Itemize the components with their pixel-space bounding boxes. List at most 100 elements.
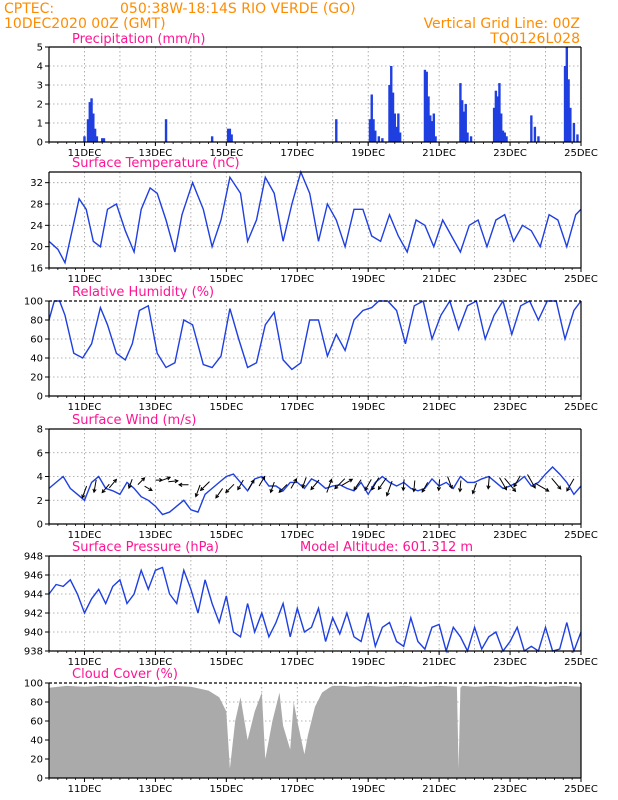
wind-arrow	[364, 479, 372, 492]
precipitation-bar	[533, 126, 537, 142]
x-tick-label: 17DEC	[280, 148, 314, 159]
y-tick-label: 60	[30, 335, 43, 346]
wind-arrow	[215, 488, 224, 499]
precipitation-bar	[368, 119, 372, 142]
precipitation-bar	[370, 94, 373, 142]
y-tick-label: 100	[24, 679, 43, 690]
x-tick-label: 21DEC	[422, 148, 456, 159]
wind-arrow	[247, 479, 255, 490]
wind-arrow	[225, 483, 235, 494]
x-tick-label: 11DEC	[68, 148, 102, 159]
precipitation-bar	[398, 132, 402, 142]
x-tick-label: 25DEC	[564, 274, 598, 285]
x-tick-label: 19DEC	[351, 402, 385, 413]
wind-arrow	[199, 481, 210, 492]
x-tick-label: 13DEC	[139, 784, 173, 795]
wind-panel: Surface Wind (m/s) 0 2 4 6 8 11DEC 13DEC 15DEC 1…	[37, 413, 598, 541]
precipitation-bar	[230, 134, 233, 142]
precipitation-bar	[498, 83, 501, 142]
y-tick-label: 24	[30, 221, 43, 232]
x-tick-label: 21DEC	[422, 784, 456, 795]
temperature-panel: Surface Temperature (nC) 16 20 24 28 32 11DEC…	[30, 156, 598, 285]
wind-arrow	[513, 475, 521, 488]
precipitation-title: Precipitation (mm/h)	[72, 32, 205, 47]
cloud-cover-panel: Cloud Cover (%) 0 20 40 60 80 100 11DEC 13DEC 15…	[24, 667, 598, 795]
precipitation-bar	[430, 121, 434, 142]
precipitation-bar	[500, 113, 503, 142]
wind-arrow	[177, 482, 189, 487]
wind-arrow	[278, 484, 288, 494]
x-tick-label: 19DEC	[351, 657, 385, 668]
precipitation-bar	[102, 138, 106, 142]
precipitation-bar	[569, 107, 572, 142]
y-tick-label: 60	[30, 717, 43, 728]
x-tick-label: 25DEC	[564, 530, 598, 541]
x-tick-label: 13DEC	[139, 148, 173, 159]
x-tick-label: 17DEC	[280, 274, 314, 285]
precipitation-bar	[505, 136, 508, 142]
x-tick-label: 15DEC	[209, 148, 243, 159]
header-location: 050:38W-18:14S RIO VERDE (GO)	[120, 1, 356, 17]
wind-arrow	[258, 475, 266, 487]
precipitation-bar	[101, 138, 104, 142]
wind-arrow	[566, 478, 575, 492]
wind-arrow	[161, 476, 172, 481]
wind-arrow	[421, 482, 429, 493]
precipitation-bar	[576, 134, 579, 142]
x-tick-label: 17DEC	[280, 784, 314, 795]
precipitation-bar	[374, 130, 377, 142]
wind-arrow	[137, 477, 146, 485]
header-grid-note: Vertical Grid Line: 00Z	[424, 16, 580, 32]
x-tick-label: 21DEC	[422, 530, 456, 541]
wind-arrow	[447, 476, 453, 490]
y-tick-label: 0	[37, 774, 43, 785]
temperature-line	[48, 169, 582, 265]
precipitation-bar	[462, 111, 466, 142]
wind-arrow	[269, 481, 275, 494]
precipitation-bar	[381, 138, 384, 142]
wind-arrow	[471, 483, 477, 495]
precipitation-bar	[537, 136, 540, 142]
wind-arrow	[527, 474, 536, 489]
precipitation-bar	[432, 113, 436, 142]
wind-arrow	[301, 477, 307, 489]
y-tick-label: 20	[30, 755, 43, 766]
precipitation-bar	[567, 79, 570, 142]
precipitation-bar	[423, 69, 427, 142]
cloud-cover-title: Cloud Cover (%)	[72, 667, 178, 682]
header-datetime: 10DEC2020 00Z (GMT)	[4, 16, 166, 32]
humidity-title: Relative Humidity (%)	[72, 285, 214, 300]
precipitation-bar	[503, 132, 506, 142]
wind-arrow	[92, 479, 97, 494]
precipitation-bar	[92, 113, 95, 142]
y-tick-label: 8	[37, 425, 43, 436]
x-tick-label: 17DEC	[280, 402, 314, 413]
precipitation-bar	[377, 136, 381, 142]
y-tick-label: 0	[37, 392, 43, 403]
y-tick-label: 100	[24, 297, 43, 308]
wind-arrow	[81, 485, 88, 499]
x-tick-label: 13DEC	[139, 530, 173, 541]
wind-arrow	[334, 478, 346, 490]
precipitation-bar	[459, 83, 462, 142]
wind-arrow	[237, 479, 244, 491]
x-tick-label: 23DEC	[493, 784, 527, 795]
precipitation-bar	[395, 126, 398, 142]
x-tick-label: 17DEC	[280, 657, 314, 668]
precipitation-bar	[565, 47, 569, 142]
y-tick-label: 6	[37, 448, 43, 459]
y-tick-label: 940	[24, 628, 43, 639]
wind-arrow	[310, 479, 320, 491]
wind-arrow	[458, 480, 463, 493]
wind-arrow	[341, 478, 354, 487]
x-tick-label: 19DEC	[351, 530, 385, 541]
precipitation-bar	[469, 136, 473, 142]
x-tick-label: 21DEC	[422, 274, 456, 285]
precipitation-bar	[393, 113, 396, 142]
wind-arrow	[385, 480, 393, 497]
y-tick-label: 80	[30, 316, 43, 327]
wind-arrow	[401, 479, 406, 492]
precipitation-bar	[391, 92, 395, 142]
x-tick-label: 11DEC	[68, 784, 102, 795]
